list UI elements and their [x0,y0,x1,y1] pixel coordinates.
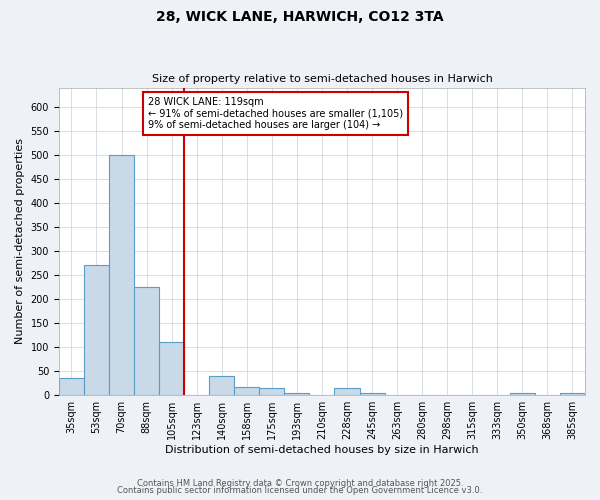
Title: Size of property relative to semi-detached houses in Harwich: Size of property relative to semi-detach… [152,74,493,84]
Bar [560,393,585,395]
Bar [510,393,535,395]
Bar [109,155,134,395]
X-axis label: Distribution of semi-detached houses by size in Harwich: Distribution of semi-detached houses by … [165,445,479,455]
Text: Contains HM Land Registry data © Crown copyright and database right 2025.: Contains HM Land Registry data © Crown c… [137,478,463,488]
Text: 28 WICK LANE: 119sqm
← 91% of semi-detached houses are smaller (1,105)
9% of sem: 28 WICK LANE: 119sqm ← 91% of semi-detac… [148,97,403,130]
Bar [134,287,159,395]
Bar [59,378,84,395]
Y-axis label: Number of semi-detached properties: Number of semi-detached properties [15,138,25,344]
Bar [334,388,359,395]
Bar [259,388,284,395]
Bar [234,386,259,395]
Bar [284,393,310,395]
Text: 28, WICK LANE, HARWICH, CO12 3TA: 28, WICK LANE, HARWICH, CO12 3TA [156,10,444,24]
Text: Contains public sector information licensed under the Open Government Licence v3: Contains public sector information licen… [118,486,482,495]
Bar [159,342,184,395]
Bar [209,376,234,395]
Bar [359,393,385,395]
Bar [84,266,109,395]
